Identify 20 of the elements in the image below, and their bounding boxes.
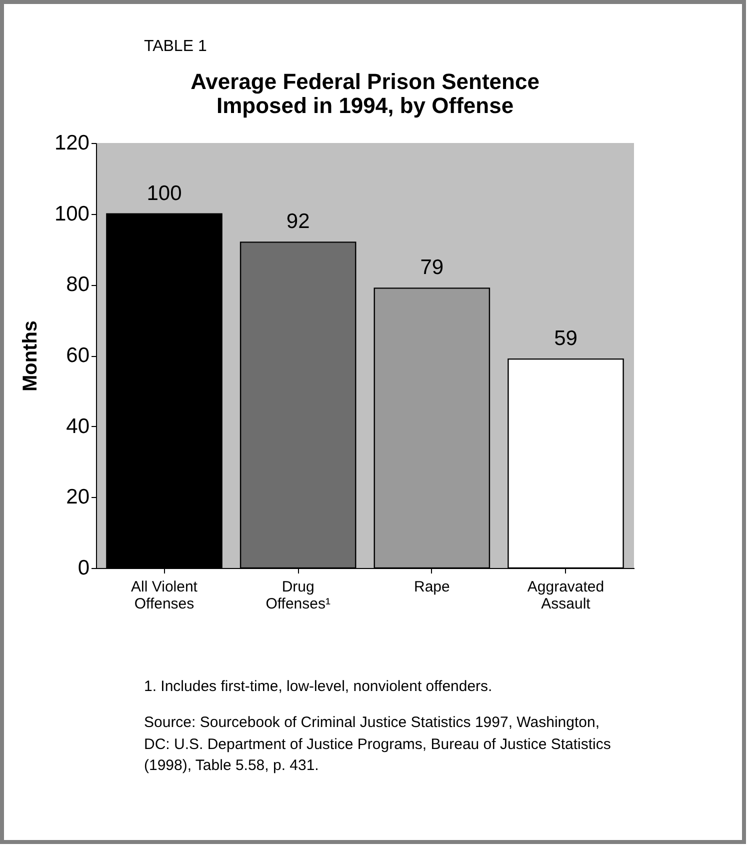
x-tick-label: Rape xyxy=(414,578,450,596)
text: 1. Includes first-time, low-level, nonviolent offenders. xyxy=(144,677,494,697)
chart-title: Average Federal Prison Sentence Imposed in 1994, by Offense xyxy=(190,69,540,118)
x-tick-label: Aggravated Assault xyxy=(527,578,604,612)
y-tick-label: 120 xyxy=(54,132,90,154)
data-label: 59 xyxy=(554,327,578,350)
y-tick-label: 40 xyxy=(66,414,90,438)
y-tick-label: 100 xyxy=(54,202,90,226)
y-tick-label: 80 xyxy=(66,273,90,296)
caption: TABLE 1 xyxy=(144,38,207,56)
y-tick-label: 0 xyxy=(78,556,90,580)
x-tick-label: Drug Offenses¹ xyxy=(266,578,330,612)
y-tick-label: 60 xyxy=(66,344,90,367)
data-label: 79 xyxy=(420,256,444,280)
y-tick-label: 20 xyxy=(66,486,90,509)
data-label: 92 xyxy=(286,210,310,234)
source-note: Source: Sourcebook of Criminal Justice Statistics 1997, Washington, DC: U.S. Department of Justice Programs, Bureau of Justice Statistics (1998), Table 5.58, p. 431. xyxy=(144,712,612,776)
x-tick-label: All Violent Offenses xyxy=(131,578,198,612)
data-label: 100 xyxy=(146,182,182,205)
y-axis-title: Months xyxy=(19,320,42,392)
